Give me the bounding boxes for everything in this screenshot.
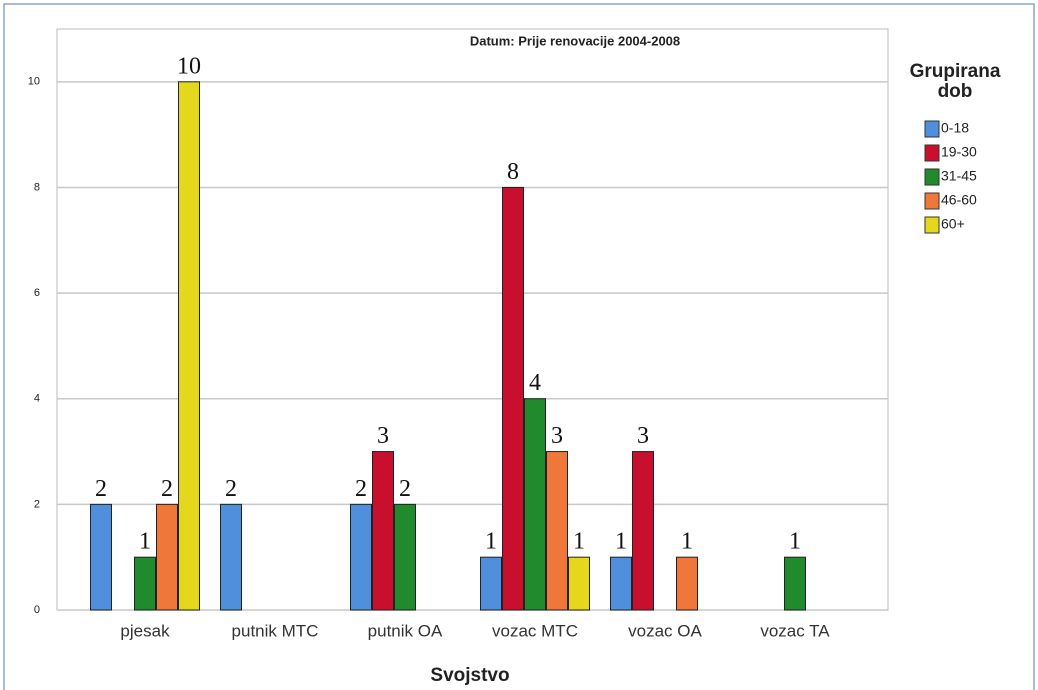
y-tick-label: 2: [34, 498, 40, 510]
legend-title: Grupirana dob: [909, 61, 1001, 102]
legend-swatch: [924, 120, 940, 138]
value-label: 1: [485, 529, 497, 555]
value-label: 2: [355, 476, 367, 502]
y-tick-label: 8: [34, 181, 40, 193]
bar: [394, 503, 416, 611]
x-tick-label: pjesak: [120, 621, 170, 640]
x-tick-label: vozac MTC: [492, 621, 578, 640]
bar: [372, 451, 394, 611]
frame: [3, 3, 1035, 690]
value-label: 3: [637, 423, 649, 449]
bar: [350, 503, 372, 611]
y-tick-label: 10: [28, 76, 40, 88]
y-tick-label: 4: [34, 393, 40, 405]
x-axis-title: Svojstvo: [430, 665, 509, 686]
value-label: 2: [95, 476, 107, 502]
bar: [502, 186, 524, 611]
bar: [784, 556, 806, 611]
bar: [676, 556, 698, 611]
value-label: 1: [139, 529, 151, 555]
bar: [524, 398, 546, 611]
legend-label: 19-30: [941, 144, 977, 160]
y-tick-label: 6: [34, 287, 40, 299]
value-label: 4: [529, 370, 541, 396]
bar: [156, 503, 178, 611]
legend-swatch: [924, 168, 940, 186]
legend-label: 0-18: [941, 120, 969, 136]
value-label: 1: [789, 529, 801, 555]
value-label: 1: [615, 529, 627, 555]
y-tick-label: 0: [34, 604, 40, 616]
value-label: 2: [225, 476, 237, 502]
x-tick-label: putnik OA: [368, 621, 443, 640]
value-label: 2: [161, 476, 173, 502]
bar: [632, 451, 654, 611]
value-label: 1: [573, 529, 585, 555]
value-label: 2: [399, 476, 411, 502]
legend-swatch: [924, 216, 940, 234]
value-label: 3: [551, 423, 563, 449]
value-label: 1: [681, 529, 693, 555]
legend-label: 60+: [941, 216, 965, 232]
bar: [568, 556, 590, 611]
bar: [610, 556, 632, 611]
bar: [134, 556, 156, 611]
bar: [220, 503, 242, 611]
bar: [90, 503, 112, 611]
value-label: 10: [177, 53, 201, 79]
x-tick-label: vozac OA: [628, 621, 702, 640]
value-label: 3: [377, 423, 389, 449]
x-tick-label: putnik MTC: [232, 621, 319, 640]
bar: [178, 81, 200, 611]
bar: [546, 451, 568, 611]
legend-swatch: [924, 192, 940, 210]
value-label: 8: [507, 159, 519, 185]
legend-label: 46-60: [941, 192, 977, 208]
chart-title: Datum: Prije renovacije 2004-2008: [470, 33, 680, 48]
bar: [480, 556, 502, 611]
x-tick-label: vozac TA: [760, 621, 830, 640]
legend-label: 31-45: [941, 168, 977, 184]
legend-swatch: [924, 144, 940, 162]
